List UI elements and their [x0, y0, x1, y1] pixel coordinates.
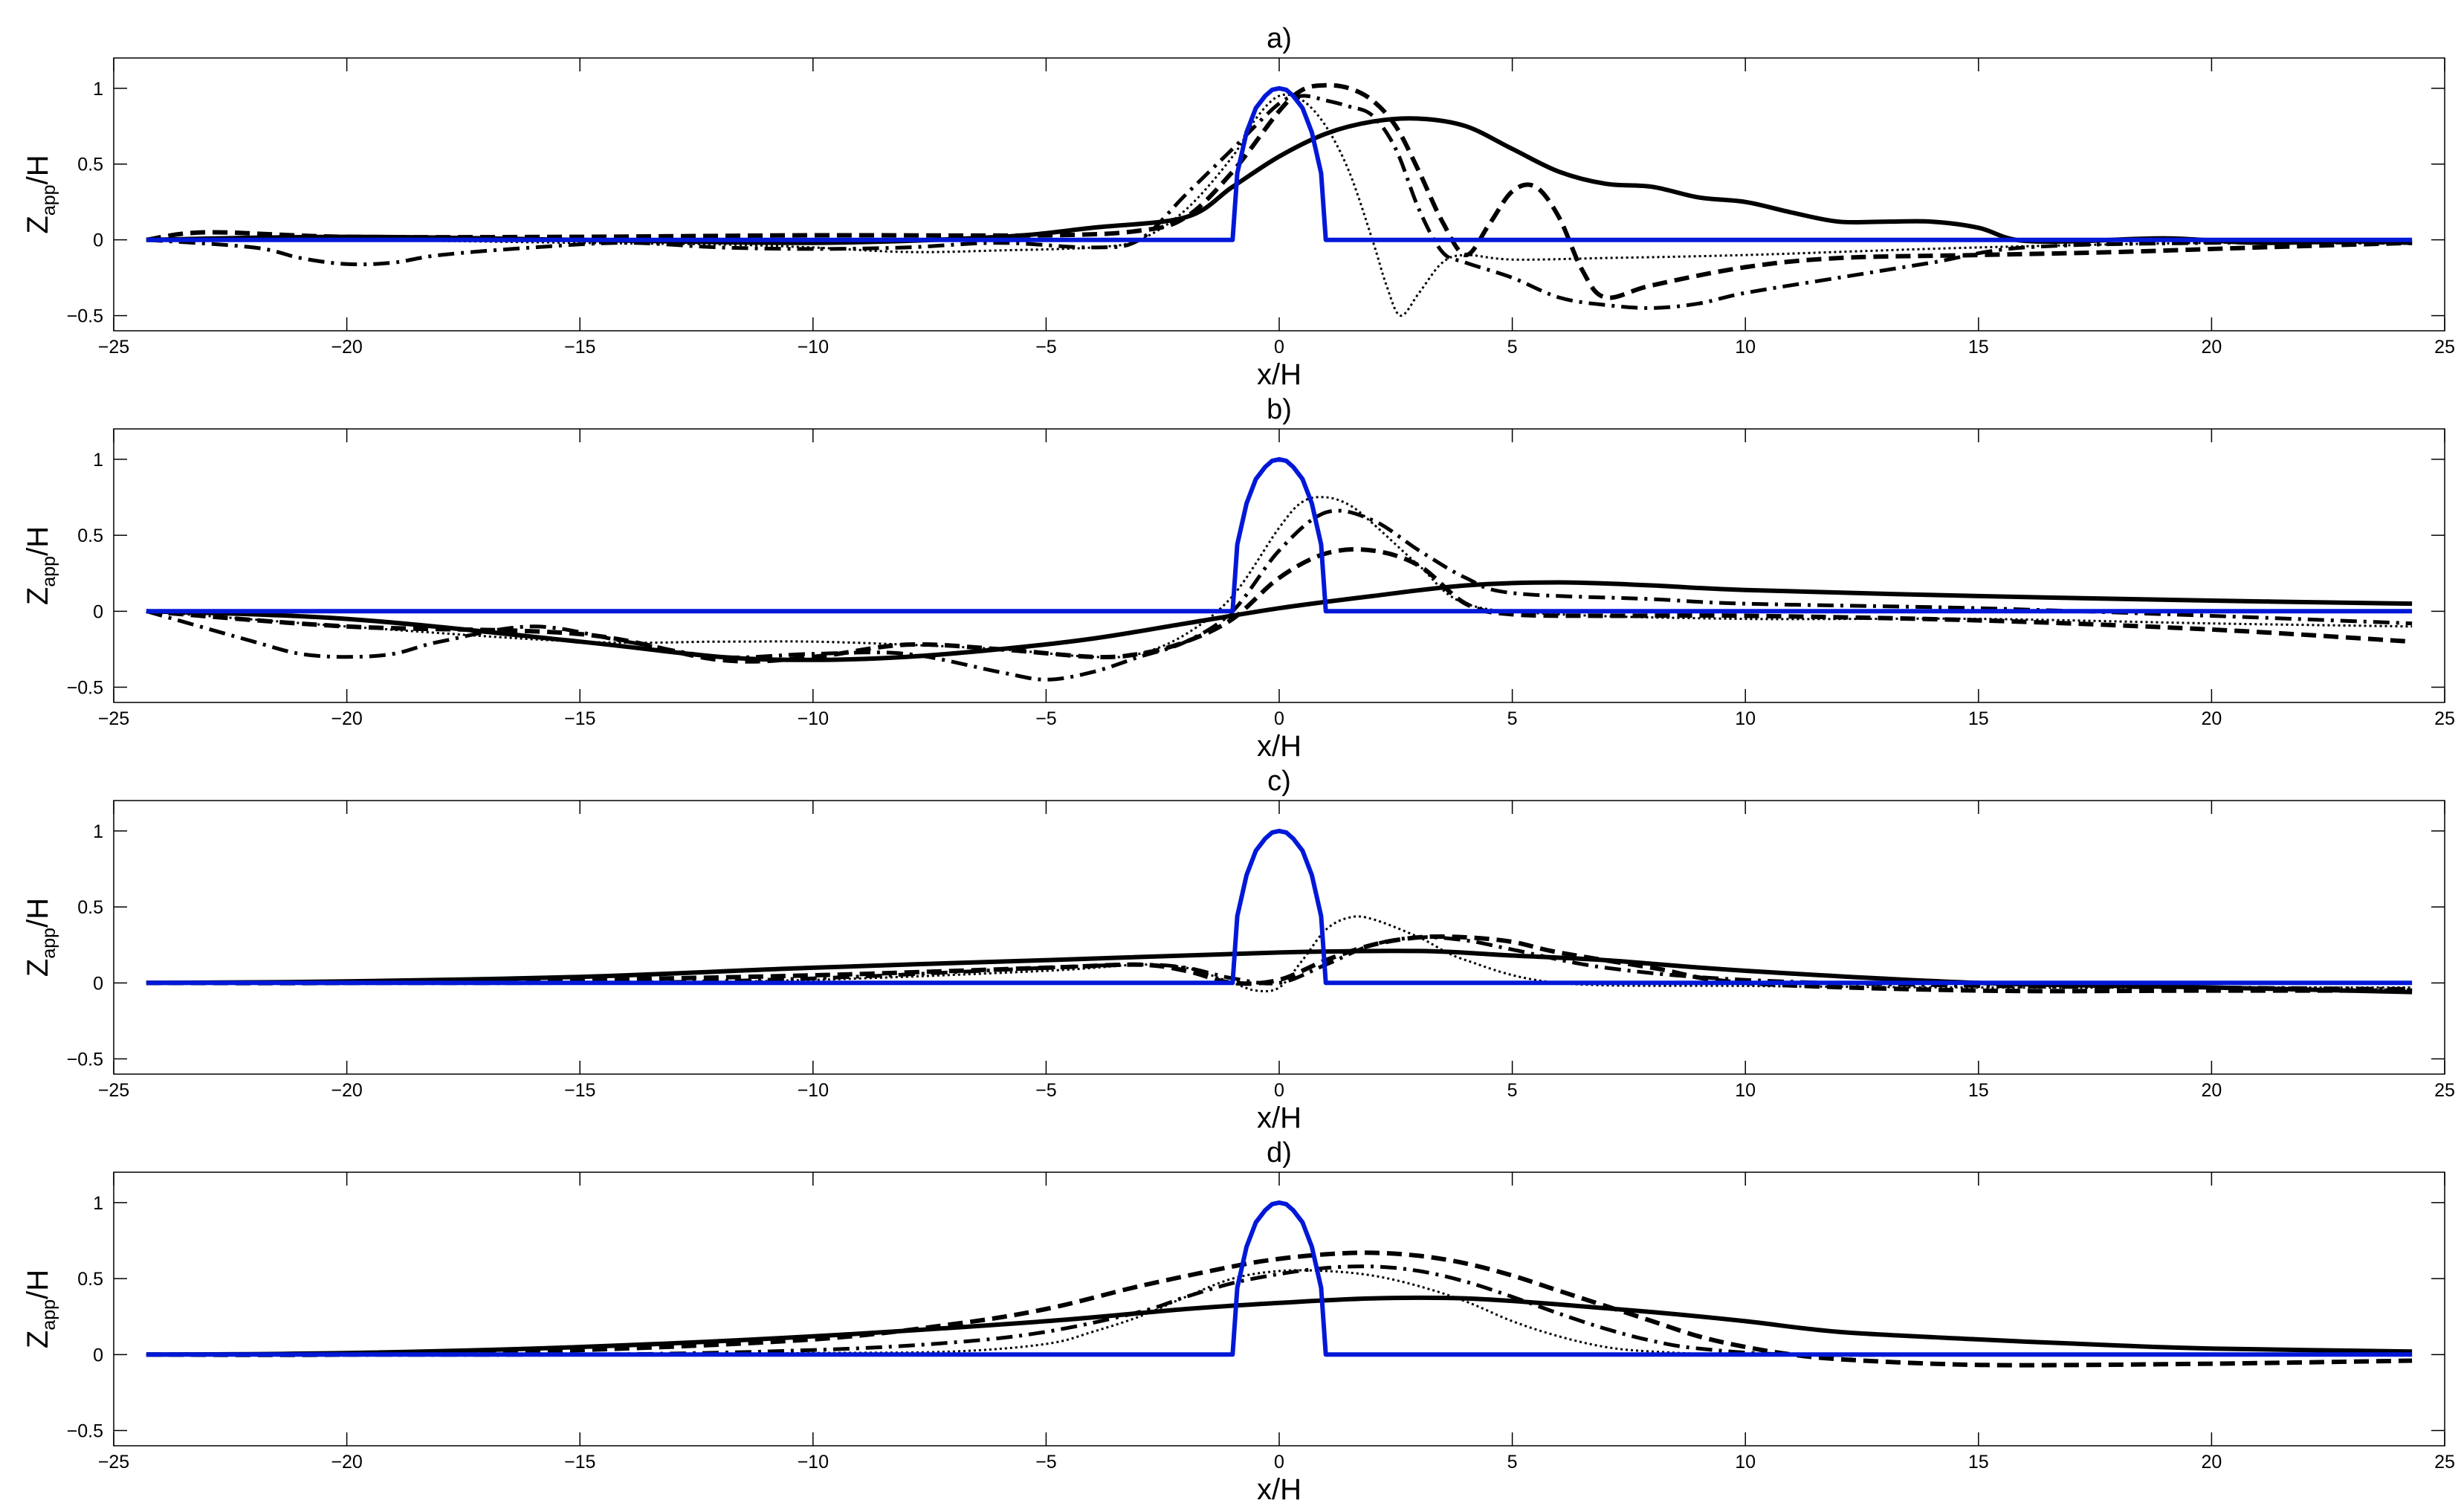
x-tick-label: 25 — [2434, 337, 2455, 358]
plot-frame — [113, 57, 2445, 332]
x-tick-label: 0 — [1274, 1080, 1284, 1101]
y-tick-label: 0 — [93, 973, 103, 994]
y-tick-label: 1 — [93, 821, 103, 842]
x-tick-label: 15 — [1968, 1080, 1989, 1101]
y-tick-label: 0.5 — [77, 897, 103, 918]
y-tick-label: 1 — [93, 450, 103, 471]
y-tick-label: 0.5 — [77, 526, 103, 546]
series-line-obstacle — [146, 456, 2413, 614]
x-tick-label: 25 — [2434, 1080, 2455, 1101]
x-tick-label: 25 — [2434, 1452, 2455, 1473]
x-tick-label: 25 — [2434, 708, 2455, 729]
x-tick-label: −15 — [564, 337, 595, 358]
chart-panel-b: −25 −20 −15 −10 −5 0 5 10 15 20 25 −0.5 0 0.5 1 b) x/H Za… — [22, 394, 2455, 763]
y-axis-label: Zapp/H — [22, 526, 59, 605]
x-tick-label: −15 — [564, 1452, 595, 1473]
chart-title: d) — [1267, 1137, 1292, 1169]
x-tick-label: −20 — [331, 708, 362, 729]
chart-title: c) — [1267, 766, 1291, 797]
y-tick-label: 0 — [93, 601, 103, 622]
x-tick-label: 10 — [1735, 1452, 1756, 1473]
chart-title: b) — [1267, 394, 1292, 425]
x-tick-label: −5 — [1035, 1080, 1057, 1101]
x-tick-label: 0 — [1274, 1452, 1284, 1473]
x-tick-label: 15 — [1968, 708, 1989, 729]
chart-panel-d: −25 −20 −15 −10 −5 0 5 10 15 20 25 −0.5 0 0.5 1 d) x/H Za… — [22, 1137, 2455, 1503]
series-line-dash-dot — [146, 935, 2413, 991]
y-tick-label: 1 — [93, 79, 103, 100]
x-tick-label: 20 — [2201, 708, 2222, 729]
y-tick-label: 1 — [93, 1193, 103, 1214]
x-tick-label: 0 — [1274, 708, 1284, 729]
series-line-dotted — [146, 93, 2413, 317]
y-axis-label: Zapp/H — [22, 155, 59, 233]
x-tick-label: −10 — [798, 1080, 829, 1101]
series-line-dash-dot — [146, 94, 2413, 310]
series-line-dash-dot — [146, 1264, 2413, 1357]
series-line-obstacle — [146, 1200, 2413, 1357]
series-line-obstacle — [146, 828, 2413, 986]
y-axis-label: Zapp/H — [22, 1270, 59, 1348]
x-axis-label: x/H — [1257, 1473, 1301, 1503]
plot-frame — [113, 1171, 2445, 1447]
x-tick-label: 10 — [1735, 337, 1756, 358]
x-tick-label: −10 — [798, 337, 829, 358]
series-line-dashed — [146, 934, 2413, 994]
x-tick-label: −15 — [564, 708, 595, 729]
plot-frame — [113, 800, 2445, 1075]
x-axis-label: x/H — [1257, 730, 1301, 763]
series-line-dashed — [146, 83, 2413, 300]
x-tick-label: −25 — [98, 1080, 129, 1101]
x-tick-label: 15 — [1968, 1452, 1989, 1473]
x-tick-label: 20 — [2201, 1080, 2222, 1101]
x-tick-label: −15 — [564, 1080, 595, 1101]
y-tick-label: 0.5 — [77, 1269, 103, 1290]
x-tick-label: 20 — [2201, 1452, 2222, 1473]
x-tick-label: −20 — [331, 1452, 362, 1473]
series-line-solid — [146, 116, 2413, 245]
x-tick-label: −10 — [798, 1452, 829, 1473]
x-tick-label: −20 — [331, 1080, 362, 1101]
x-tick-label: −5 — [1035, 708, 1057, 729]
x-axis-label: x/H — [1257, 358, 1301, 391]
series-line-dash-dot — [146, 508, 2413, 682]
y-axis-label: Zapp/H — [22, 898, 59, 977]
x-tick-label: 5 — [1507, 1080, 1518, 1101]
y-tick-label: 0 — [93, 1345, 103, 1365]
x-axis-label: x/H — [1257, 1102, 1301, 1134]
x-tick-label: 5 — [1507, 708, 1518, 729]
x-tick-label: −20 — [331, 337, 362, 358]
series-line-solid — [146, 580, 2413, 662]
series-line-obstacle — [146, 85, 2413, 242]
chart-title: a) — [1267, 23, 1292, 54]
x-tick-label: 0 — [1274, 337, 1284, 358]
chart-panel-c: −25 −20 −15 −10 −5 0 5 10 15 20 25 −0.5 0 0.5 1 c) x/H Za… — [22, 766, 2455, 1134]
series-line-solid — [146, 1295, 2413, 1357]
x-tick-label: −5 — [1035, 1452, 1057, 1473]
x-tick-label: 5 — [1507, 1452, 1518, 1473]
chart-panel-a: −25 −20 −15 −10 −5 0 5 10 15 20 25 −0.5 0 0.5 1 a) x/H Za… — [22, 23, 2455, 391]
series-line-dashed — [146, 1250, 2413, 1368]
series-line-dashed — [146, 547, 2413, 664]
x-tick-label: −25 — [98, 337, 129, 358]
y-tick-label: −0.5 — [67, 306, 103, 327]
y-tick-label: −0.5 — [67, 1421, 103, 1442]
plot-frame — [113, 428, 2445, 703]
x-tick-label: 15 — [1968, 337, 1989, 358]
x-tick-label: −25 — [98, 708, 129, 729]
y-tick-label: 0 — [93, 230, 103, 251]
y-tick-label: −0.5 — [67, 678, 103, 699]
x-tick-label: 20 — [2201, 337, 2222, 358]
x-tick-label: −25 — [98, 1452, 129, 1473]
y-tick-label: −0.5 — [67, 1050, 103, 1070]
x-tick-label: 10 — [1735, 708, 1756, 729]
series-line-dotted — [146, 496, 2413, 659]
y-tick-label: 0.5 — [77, 155, 103, 175]
x-tick-label: −5 — [1035, 337, 1057, 358]
x-tick-label: 10 — [1735, 1080, 1756, 1101]
x-tick-label: −10 — [798, 708, 829, 729]
x-tick-label: 5 — [1507, 337, 1518, 358]
